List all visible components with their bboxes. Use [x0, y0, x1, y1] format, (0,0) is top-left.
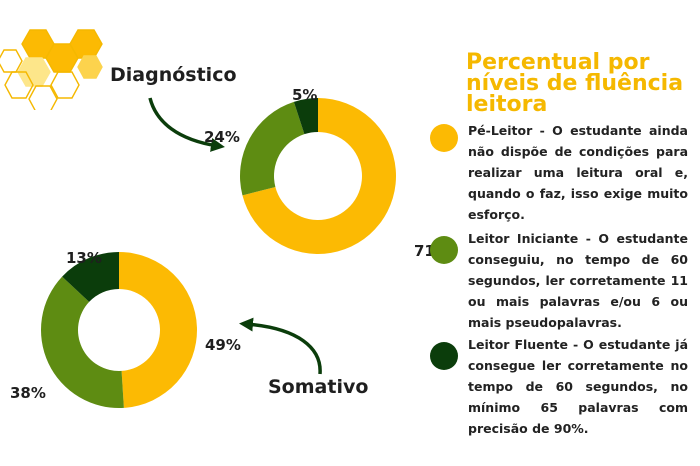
iniciante-swatch-icon	[430, 236, 458, 264]
legend-text: Pé-Leitor - O estudante ainda não dispõe…	[468, 123, 688, 222]
legend-text: Leitor Iniciante - O estudante conseguiu…	[468, 231, 688, 330]
somativo-iniciante-pct: 38%	[10, 384, 46, 402]
fluente-swatch-icon	[430, 342, 458, 370]
charts-canvas	[40, 97, 396, 409]
somativo-donut	[40, 252, 198, 409]
somativo-slice-pe-leitor	[119, 252, 198, 408]
somativo-arrow	[239, 317, 322, 375]
pe-leitor-swatch-icon	[430, 124, 458, 152]
diagnostico-fluente-pct: 5%	[292, 86, 318, 104]
somativo-slice-fluente	[62, 252, 119, 302]
somativo-fluente-pct: 13%	[66, 249, 102, 267]
legend-title: Percentual por níveis de fluência leitor…	[466, 50, 684, 117]
legend-item-pe-leitor: Pé-Leitor - O estudante ainda não dispõe…	[430, 120, 688, 225]
diagnostico-slice-fluente	[293, 98, 318, 135]
somativo-pe-leitor-pct: 49%	[205, 336, 241, 354]
legend-text: Leitor Fluente - O estudante já consegue…	[468, 337, 688, 436]
diagnostico-iniciante-pct: 24%	[204, 128, 240, 146]
diagnostico-donut	[240, 98, 396, 254]
diagnostico-arrow	[148, 97, 225, 152]
legend-item-leitor-iniciante: Leitor Iniciante - O estudante conseguiu…	[430, 228, 688, 333]
diagnostico-slice-iniciante	[240, 101, 305, 196]
diagnostico-label: Diagnóstico	[110, 64, 237, 86]
diagnostico-slice-pe-leitor	[242, 98, 396, 254]
somativo-slice-iniciante	[40, 276, 124, 409]
legend-item-leitor-fluente: Leitor Fluente - O estudante já consegue…	[430, 334, 688, 439]
somativo-label: Somativo	[268, 376, 369, 398]
honeycomb-decoration	[0, 29, 103, 110]
